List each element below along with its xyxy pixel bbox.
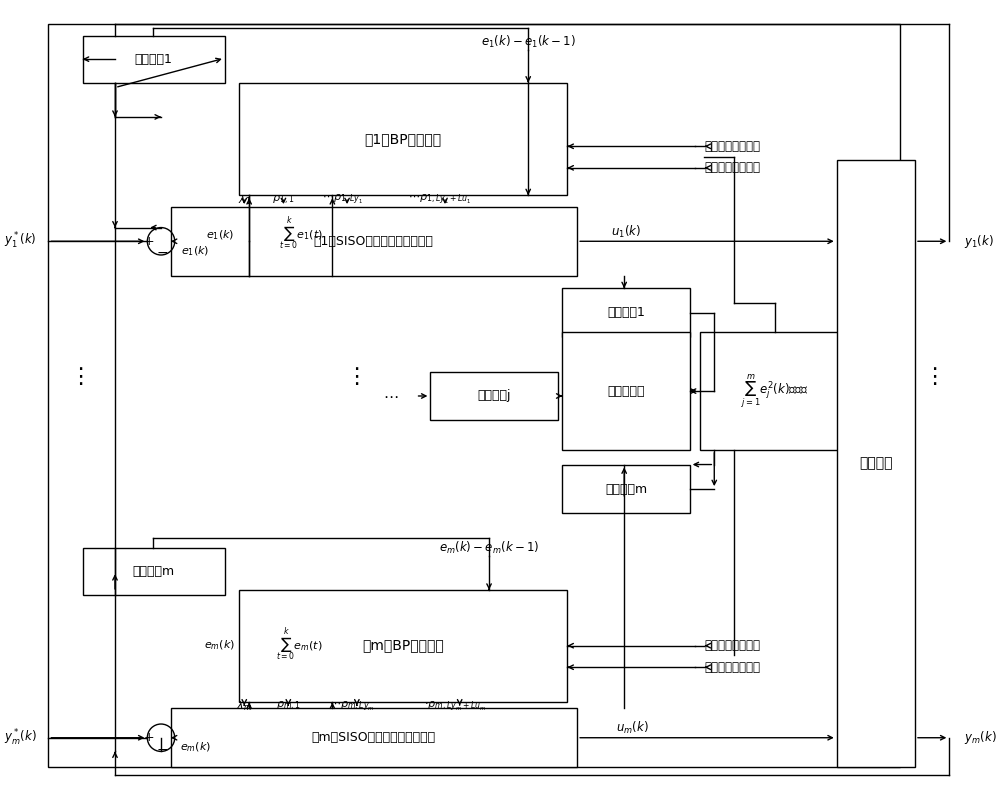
Text: 更新隐含层权系数: 更新隐含层权系数 [704,639,760,653]
Text: $e_m(k)-e_m(k-1)$: $e_m(k)-e_m(k-1)$ [439,539,539,556]
Text: −: − [156,246,168,260]
Text: $e_1(k)$: $e_1(k)$ [181,244,209,258]
Text: $u_1(k)$: $u_1(k)$ [611,223,641,240]
Text: $y_m(k)$: $y_m(k)$ [964,729,997,746]
Text: $e_1(k)$: $e_1(k)$ [206,229,234,242]
Bar [562,288,690,337]
Text: 梯度信息m: 梯度信息m [605,483,647,495]
Text: +: + [144,235,155,248]
Text: 系统误差1: 系统误差1 [134,53,172,66]
Text: $\vdots$: $\vdots$ [69,365,83,388]
Text: 被控对象: 被控对象 [859,456,893,471]
Bar [562,332,690,450]
Text: $\vdots$: $\vdots$ [923,365,937,388]
Text: 第1个SISO全格式无模型控制器: 第1个SISO全格式无模型控制器 [314,235,433,248]
Text: $\cdots\rho_{1,Ly_1+Lu_1}$: $\cdots\rho_{1,Ly_1+Lu_1}$ [408,193,472,207]
Bar [171,709,577,767]
Text: $\vdots$: $\vdots$ [345,365,359,388]
Text: 第m个SISO全格式无模型控制器: 第m个SISO全格式无模型控制器 [311,731,436,744]
Text: 更新输出层权系数: 更新输出层权系数 [704,161,760,174]
Text: $y_m^*(k)$: $y_m^*(k)$ [4,728,37,747]
Text: $\lambda_m$: $\lambda_m$ [236,699,252,713]
Text: −: − [156,743,168,756]
Text: 梯度信息集: 梯度信息集 [607,384,645,398]
Text: $\rho_{m,1}$: $\rho_{m,1}$ [276,700,301,713]
Text: $e_m(k)$: $e_m(k)$ [204,639,234,653]
Text: $\cdots$: $\cdots$ [383,388,399,403]
Text: $\sum_{t=0}^{k}e_1(t)$: $\sum_{t=0}^{k}e_1(t)$ [279,216,323,253]
Text: $e_m(k)$: $e_m(k)$ [180,740,211,755]
Text: $\lambda_1$: $\lambda_1$ [238,193,251,207]
Bar [562,464,690,513]
Text: $\cdots\rho_{1,Ly_1}$: $\cdots\rho_{1,Ly_1}$ [322,193,363,207]
Bar [48,24,900,767]
Bar [83,547,225,595]
Text: 更新隐含层权系数: 更新隐含层权系数 [704,140,760,153]
Text: $\cdots\rho_{m,Ly_m}$: $\cdots\rho_{m,Ly_m}$ [329,699,375,713]
Text: $\sum_{t=0}^{k}e_m(t)$: $\sum_{t=0}^{k}e_m(t)$ [276,627,323,664]
Text: 系统误差m: 系统误差m [132,565,174,577]
Text: 第1个BP神经网络: 第1个BP神经网络 [364,132,441,146]
Bar [83,36,225,82]
Bar [430,372,558,421]
Text: $\rho_{1,1}$: $\rho_{1,1}$ [272,194,295,206]
Bar [239,590,567,702]
Text: +: + [144,731,155,744]
Bar [239,82,567,195]
Text: $u_m(k)$: $u_m(k)$ [616,720,649,736]
Text: $e_1(k)-e_1(k-1)$: $e_1(k)-e_1(k-1)$ [481,33,576,50]
Bar [837,160,915,767]
Text: 更新输出层权系数: 更新输出层权系数 [704,660,760,674]
Bar [700,332,851,450]
Text: $\sum_{j=1}^{m}e_j^2(k)$最小化: $\sum_{j=1}^{m}e_j^2(k)$最小化 [741,373,809,410]
Text: $\cdot\rho_{m,Ly_m+Lu_m}$: $\cdot\rho_{m,Ly_m+Lu_m}$ [424,699,486,713]
Text: $y_1(k)$: $y_1(k)$ [964,233,994,250]
Text: 第m个BP神经网络: 第m个BP神经网络 [362,638,444,653]
Text: 梯度信息j: 梯度信息j [477,389,511,403]
Text: 梯度信息1: 梯度信息1 [607,306,645,320]
Bar [171,207,577,275]
Text: $y_1^*(k)$: $y_1^*(k)$ [4,231,37,252]
